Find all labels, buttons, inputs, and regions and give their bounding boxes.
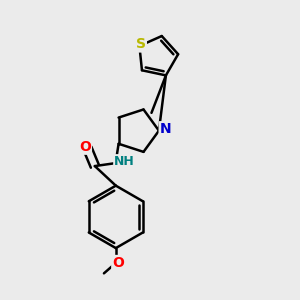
Text: O: O: [112, 256, 124, 270]
Text: N: N: [160, 122, 171, 136]
Text: NH: NH: [114, 155, 135, 168]
Text: S: S: [136, 38, 146, 52]
Text: O: O: [79, 140, 91, 154]
